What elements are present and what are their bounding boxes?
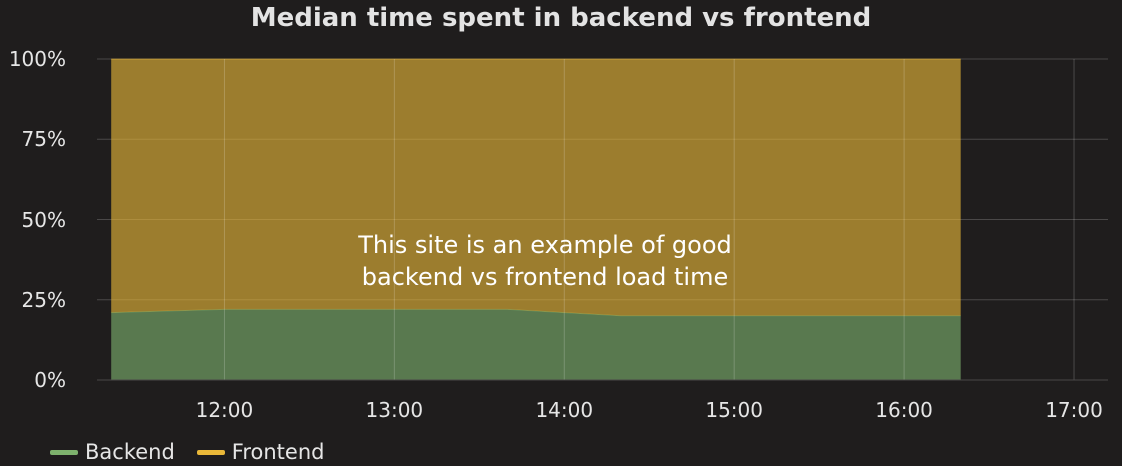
x-tick-label: 16:00 [875,398,933,422]
legend-swatch-backend [50,449,78,455]
y-tick-label: 25% [21,287,66,312]
area-frontend [111,59,961,316]
y-tick-label: 100% [8,47,66,71]
legend-item-frontend[interactable]: Frontend [196,440,325,464]
legend: Backend Frontend [50,440,346,464]
legend-label-backend: Backend [85,440,175,464]
y-tick-label: 50% [21,207,66,232]
x-tick-label: 17:00 [1045,398,1103,422]
area-backend [111,309,961,380]
legend-item-backend[interactable]: Backend [50,440,175,464]
legend-label-frontend: Frontend [231,440,325,464]
x-tick-label: 14:00 [535,398,594,422]
chart-annotation: This site is an example of good backend … [358,231,732,291]
y-tick-label: 0% [34,368,66,392]
chart-title: Median time spent in backend vs frontend [250,3,872,33]
plot-area [97,58,1108,381]
y-tick-label: 75% [21,127,66,152]
x-tick-label: 15:00 [705,398,763,422]
x-tick-label: 12:00 [195,398,254,422]
legend-swatch-frontend [196,449,225,455]
x-tick-label: 13:00 [365,398,424,422]
